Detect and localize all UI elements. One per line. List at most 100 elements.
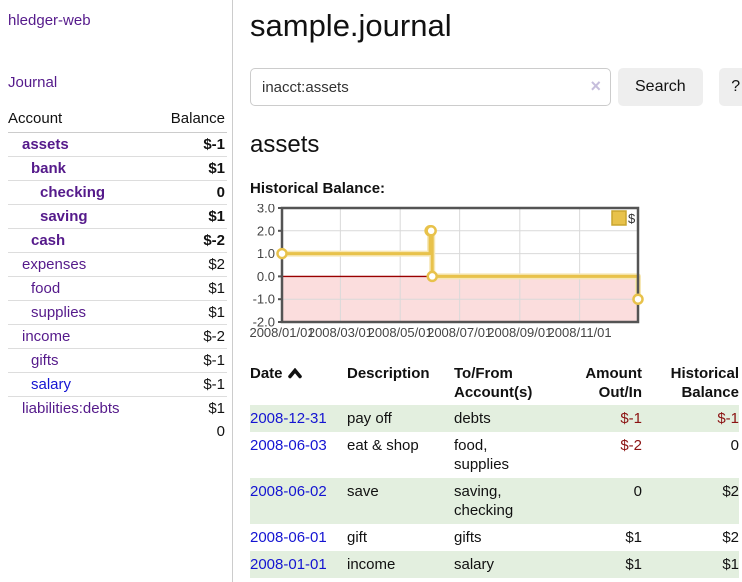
sort-ascending-icon [287,367,302,379]
y-tick-label: 3.0 [257,204,275,216]
transaction-amount: 0 [560,478,642,524]
data-point-marker[interactable] [426,270,438,283]
account-row: income $-2 [8,324,227,349]
clear-search-icon[interactable]: × [590,76,601,96]
account-row: expenses $2 [8,252,227,277]
accounts-total-row: 0 [8,420,227,443]
transaction-balance: 0 [730,437,739,454]
account-balance: $-1 [153,348,227,373]
sidebar-account-link-income[interactable]: income [22,328,71,345]
transaction-amount: $-1 [560,405,642,432]
register-table-body: 2008-12-31 pay off debts $-1 $-1 2008-06-03 ea… [250,405,739,578]
data-point-marker[interactable] [632,293,644,305]
plot-border [280,206,640,324]
y-tick-label: 2.0 [257,223,275,238]
sidebar-account-link-saving[interactable]: saving [40,208,88,225]
transaction-balance: $-1 [642,405,739,432]
transaction-row: 2008-06-03 eat & shop food, supplies $-2 0 [250,432,739,478]
x-tick-label: 2008/03/01 [308,325,373,340]
page-title: sample.journal [250,8,452,43]
transaction-amount: $1 [560,551,642,578]
transaction-accounts: gifts [454,529,482,546]
x-tick-label: 2008/11/01 [548,325,612,340]
account-row: salary $-1 [8,372,227,397]
account-row: gifts $-1 [8,348,227,373]
y-tick-label: -1.0 [253,292,275,307]
transaction-description: save [347,478,454,524]
register-header-balance: Historical Balance [670,365,739,401]
transaction-balance: $2 [722,529,739,546]
sidebar-account-link-bank[interactable]: bank [31,160,67,177]
register-header-amount: Amount Out/In [585,365,642,401]
data-point-marker[interactable] [276,247,288,260]
account-row: checking 0 [8,180,227,205]
search-button[interactable]: Search [618,68,703,106]
transaction-date-link[interactable]: 2008-12-31 [250,410,327,427]
sidebar-account-link-supplies[interactable]: supplies [31,304,87,321]
account-balance: $1 [153,396,227,420]
search-form: × Search ? [250,68,742,106]
transaction-balance: $1 [642,551,739,578]
register-header-date[interactable]: Date [250,361,347,405]
x-tick-label: 2008/01/01 [250,325,315,340]
account-balance: $1 [153,156,227,181]
account-balance: $-1 [203,136,225,153]
sidebar: hledger-web Journal Account Balance asse… [0,0,233,582]
transaction-date-link[interactable]: 2008-06-03 [250,437,327,454]
legend-label: $ [628,211,636,226]
sidebar-account-link-checking[interactable]: checking [40,184,106,201]
transaction-description: pay off [347,405,454,432]
transaction-date-link[interactable]: 2008-06-01 [250,529,327,546]
account-balance: $2 [153,252,227,277]
chart-container: 3.0 2.0 1.0 0.0 -1.0 -2.0 2008/01/01 2008/03/01… [250,204,650,349]
sidebar-account-link-expenses[interactable]: expenses [22,256,87,273]
x-tick-label: 2008/09/01 [487,325,552,340]
x-tick-label: 2008/07/01 [427,325,492,340]
chart-title: Historical Balance: [250,180,386,197]
account-balance: $-2 [153,324,227,349]
register-table: Date Description To/From Account(s) Amou… [250,361,739,578]
account-balance: 0 [153,180,227,205]
legend-swatch [611,210,627,226]
sidebar-account-link-salary[interactable]: salary [31,376,72,393]
search-input[interactable] [250,68,611,106]
transaction-row: 2008-01-01 income salary $1 $1 [250,551,739,578]
transaction-date-link[interactable]: 2008-06-02 [250,483,327,500]
register-header-description: Description [347,365,430,382]
account-row: cash $-2 [8,228,227,253]
sidebar-account-link-gifts[interactable]: gifts [31,352,59,369]
transaction-description: income [347,551,454,578]
help-button[interactable]: ? [718,68,742,106]
account-row: liabilities:debts $1 [8,396,227,420]
account-row: supplies $1 [8,300,227,325]
transaction-accounts: saving, checking [454,478,560,524]
transaction-description: gift [347,529,368,546]
transaction-row: 2008-06-01 gift gifts $1 $2 [250,524,739,551]
account-row: assets $-1 [8,133,227,157]
account-row: bank $1 [8,156,227,181]
sidebar-account-link-cash[interactable]: cash [31,232,66,249]
account-balance: $1 [153,276,227,301]
data-point-marker[interactable] [425,225,437,237]
accounts-header-account: Account [8,106,154,133]
transaction-date-link[interactable]: 2008-01-01 [250,556,327,573]
account-balance: $-2 [153,228,227,253]
account-balance: $1 [153,300,227,325]
account-balance: $1 [153,204,227,229]
transaction-description: eat & shop [347,437,419,454]
app-title-link[interactable]: hledger-web [8,12,91,29]
sidebar-item-journal[interactable]: Journal [8,74,58,91]
accounts-total-balance: 0 [216,423,225,440]
sidebar-account-link-assets[interactable]: assets [22,136,69,153]
main-panel: sample.journal × Search ? assets Histori… [233,0,742,582]
transaction-amount: $1 [625,529,642,546]
accounts-header-balance: Balance [153,106,227,133]
x-tick-label: 2008/05/01 [368,325,433,340]
transaction-accounts: debts [454,405,560,432]
transaction-row: 2008-12-31 pay off debts $-1 $-1 [250,405,739,432]
sidebar-account-link-liabilities-debts[interactable]: liabilities:debts [22,400,120,417]
account-heading: assets [250,131,320,158]
accounts-table: Account Balance assets $-1 bank $1 checking 0… [8,106,227,443]
sidebar-account-link-food[interactable]: food [31,280,61,297]
